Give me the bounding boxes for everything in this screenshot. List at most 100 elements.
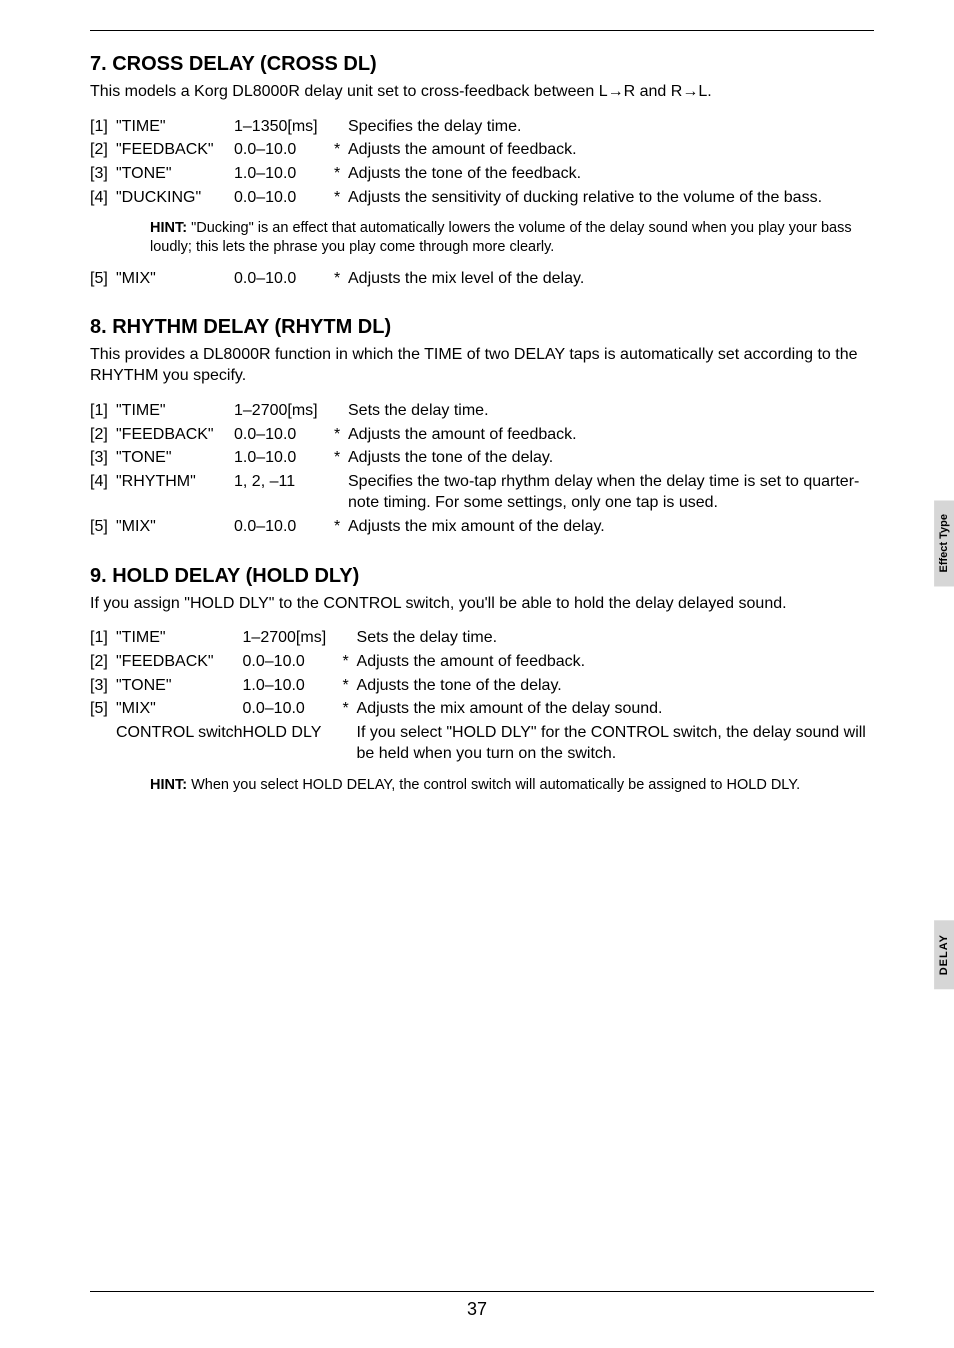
- param-desc: Adjusts the amount of feedback.: [348, 423, 874, 447]
- table-row: [5]"MIX"0.0–10.0*Adjusts the mix amount …: [90, 515, 874, 539]
- param-star: *: [334, 423, 348, 447]
- page: 7. CROSS DELAY (CROSS DL) This models a …: [0, 0, 954, 1348]
- param-table: [1]"TIME"1–1350[ms]Specifies the delay t…: [90, 115, 874, 209]
- param-table: [1]"TIME"1–2700[ms]Sets the delay time. …: [90, 626, 874, 766]
- param-name: "MIX": [116, 697, 243, 721]
- param-star: *: [334, 186, 348, 210]
- param-idx: [3]: [90, 674, 116, 698]
- param-desc: Adjusts the tone of the delay.: [357, 674, 874, 698]
- param-range: 0.0–10.0: [234, 186, 334, 210]
- table-row: [2]"FEEDBACK"0.0–10.0*Adjusts the amount…: [90, 650, 874, 674]
- param-desc: Specifies the delay time.: [348, 115, 874, 139]
- param-desc: Adjusts the amount of feedback.: [357, 650, 874, 674]
- section-desc: If you assign "HOLD DLY" to the CONTROL …: [90, 594, 874, 615]
- param-name: "TIME": [116, 626, 243, 650]
- hint-block: HINT: When you select HOLD DELAY, the co…: [150, 776, 874, 795]
- param-idx: [2]: [90, 650, 116, 674]
- param-idx: [5]: [90, 515, 116, 539]
- table-row: CONTROL switchHOLD DLY If you select "HOL…: [90, 721, 874, 766]
- table-row: [2]"FEEDBACK"0.0–10.0*Adjusts the amount…: [90, 138, 874, 162]
- hint-block: HINT: "Ducking" is an effect that automa…: [150, 219, 874, 257]
- param-star: [343, 626, 357, 650]
- param-range: 0.0–10.0: [243, 697, 343, 721]
- param-desc: Sets the delay time.: [348, 399, 874, 423]
- param-name: "TONE": [116, 162, 234, 186]
- param-table: [1]"TIME"1–2700[ms]Sets the delay time. …: [90, 399, 874, 539]
- param-name: "TIME": [116, 115, 234, 139]
- param-star: [334, 470, 348, 515]
- param-name: "FEEDBACK": [116, 138, 234, 162]
- table-row: [3]"TONE"1.0–10.0*Adjusts the tone of th…: [90, 446, 874, 470]
- param-name: "MIX": [116, 515, 234, 539]
- param-idx: [90, 721, 116, 766]
- table-row: [1]"TIME"1–1350[ms]Specifies the delay t…: [90, 115, 874, 139]
- param-name: "TONE": [116, 446, 234, 470]
- param-range: 1–1350[ms]: [234, 115, 334, 139]
- table-row: [1]"TIME"1–2700[ms] Sets the delay time.: [90, 626, 874, 650]
- param-idx: [5]: [90, 697, 116, 721]
- table-row: [4]"DUCKING"0.0–10.0*Adjusts the sensiti…: [90, 186, 874, 210]
- param-idx: [2]: [90, 423, 116, 447]
- param-range: 0.0–10.0: [234, 423, 334, 447]
- param-name: "TIME": [116, 399, 234, 423]
- param-desc: Adjusts the mix amount of the delay.: [348, 515, 874, 539]
- param-idx: [2]: [90, 138, 116, 162]
- param-desc: If you select "HOLD DLY" for the CONTROL…: [357, 721, 874, 766]
- param-name: "TONE": [116, 674, 243, 698]
- param-range: 1.0–10.0: [234, 162, 334, 186]
- hint-text: "Ducking" is an effect that automaticall…: [150, 220, 852, 255]
- bottom-rule: [90, 1291, 874, 1292]
- param-idx: [4]: [90, 186, 116, 210]
- param-range: 0.0–10.0: [243, 650, 343, 674]
- param-desc: Sets the delay time.: [357, 626, 874, 650]
- param-star: *: [334, 162, 348, 186]
- param-star: *: [334, 515, 348, 539]
- param-star: *: [334, 446, 348, 470]
- param-desc: Adjusts the mix amount of the delay soun…: [357, 697, 874, 721]
- param-range: 0.0–10.0: [234, 267, 334, 291]
- param-star: [334, 399, 348, 423]
- param-range: 1–2700[ms]: [243, 626, 343, 650]
- param-star: *: [343, 674, 357, 698]
- param-idx: [1]: [90, 399, 116, 423]
- param-name: "FEEDBACK": [116, 423, 234, 447]
- section-desc: This models a Korg DL8000R delay unit se…: [90, 82, 874, 103]
- hint-label: HINT:: [150, 777, 187, 793]
- table-row: [1]"TIME"1–2700[ms] Sets the delay time.: [90, 399, 874, 423]
- param-range: 0.0–10.0: [234, 515, 334, 539]
- param-desc: Adjusts the mix level of the delay.: [348, 267, 874, 291]
- param-desc: Adjusts the amount of feedback.: [348, 138, 874, 162]
- param-name: "DUCKING": [116, 186, 234, 210]
- param-range: HOLD DLY: [243, 721, 343, 766]
- table-row: [3]"TONE"1.0–10.0*Adjusts the tone of th…: [90, 674, 874, 698]
- param-name: CONTROL switch: [116, 721, 243, 766]
- param-range: 0.0–10.0: [234, 138, 334, 162]
- side-tab-effect-type: Effect Type: [934, 500, 954, 586]
- param-star: *: [343, 650, 357, 674]
- table-row: [3]"TONE"1.0–10.0*Adjusts the tone of th…: [90, 162, 874, 186]
- param-range: 1, 2, –11: [234, 470, 334, 515]
- section-title: 7. CROSS DELAY (CROSS DL): [90, 53, 874, 76]
- param-star: *: [334, 267, 348, 291]
- section-desc: This provides a DL8000R function in whic…: [90, 345, 874, 387]
- top-rule: [90, 30, 874, 31]
- hint-text: When you select HOLD DELAY, the control …: [191, 777, 800, 793]
- hint-label: HINT:: [150, 220, 187, 236]
- param-desc: Adjusts the tone of the delay.: [348, 446, 874, 470]
- page-number: 37: [0, 1299, 954, 1320]
- param-desc: Adjusts the tone of the feedback.: [348, 162, 874, 186]
- table-row: [5]"MIX"0.0–10.0*Adjusts the mix amount …: [90, 697, 874, 721]
- param-name: "RHYTHM": [116, 470, 234, 515]
- param-idx: [3]: [90, 162, 116, 186]
- param-range: 1.0–10.0: [243, 674, 343, 698]
- param-star: *: [343, 697, 357, 721]
- param-star: [343, 721, 357, 766]
- param-range: 1–2700[ms]: [234, 399, 334, 423]
- param-idx: [5]: [90, 267, 116, 291]
- param-name: "MIX": [116, 267, 234, 291]
- table-row: [2]"FEEDBACK"0.0–10.0*Adjusts the amount…: [90, 423, 874, 447]
- param-idx: [1]: [90, 626, 116, 650]
- section-title: 8. RHYTHM DELAY (RHYTM DL): [90, 316, 874, 339]
- param-desc: Adjusts the sensitivity of ducking relat…: [348, 186, 874, 210]
- param-range: 1.0–10.0: [234, 446, 334, 470]
